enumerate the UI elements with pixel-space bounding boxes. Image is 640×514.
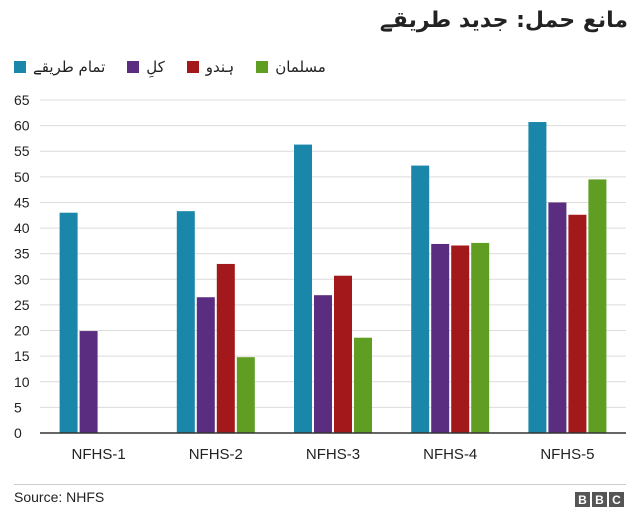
- y-tick-label: 65: [14, 92, 30, 108]
- y-tick-label: 5: [14, 399, 22, 415]
- bbc-logo-letter: B: [575, 492, 590, 507]
- y-tick-label: 30: [14, 271, 30, 287]
- y-tick-label: 35: [14, 246, 30, 262]
- y-tick-label: 55: [14, 143, 30, 159]
- bar: [548, 202, 567, 433]
- legend: تمام طریقے کلِ ہندو مسلمان: [14, 56, 348, 78]
- source-note: Source: NHFS: [14, 489, 105, 505]
- legend-item-total: کلِ: [127, 58, 165, 76]
- bar: [568, 214, 587, 433]
- bar: [176, 211, 195, 433]
- bar: [196, 297, 215, 433]
- x-tick-label: NFHS-5: [540, 446, 594, 463]
- footer-divider: [14, 484, 626, 485]
- bbc-logo-letter: B: [592, 492, 607, 507]
- legend-item-all-methods: تمام طریقے: [14, 58, 105, 76]
- legend-item-hindu: ہندو: [186, 58, 235, 76]
- y-tick-label: 45: [14, 194, 30, 210]
- x-tick-label: NFHS-3: [306, 446, 360, 463]
- y-tick-label: 40: [14, 220, 30, 236]
- y-tick-label: 50: [14, 169, 30, 185]
- bar: [59, 212, 78, 433]
- bar: [588, 179, 607, 433]
- x-tick-label: NFHS-4: [423, 446, 477, 463]
- bar: [528, 122, 547, 433]
- bar: [471, 242, 490, 433]
- bar: [334, 275, 352, 433]
- x-tick-label: NFHS-2: [189, 446, 243, 463]
- y-tick-label: 25: [14, 297, 30, 313]
- y-tick-label: 0: [14, 425, 22, 441]
- bar: [431, 243, 450, 433]
- y-tick-label: 60: [14, 118, 30, 134]
- bar: [79, 331, 98, 433]
- bar: [314, 295, 332, 433]
- y-tick-label: 15: [14, 348, 30, 364]
- bar: [236, 357, 255, 433]
- bar-chart: 0 5 10 15 20 25 30 35 40 45 50 55 60 65 NFHS-1 NFHS-2 NF…: [14, 92, 626, 463]
- bar: [294, 144, 312, 433]
- legend-label: ہندو: [205, 58, 235, 76]
- legend-label: کلِ: [146, 58, 165, 76]
- legend-swatch: [14, 61, 26, 73]
- bbc-logo-letter: C: [609, 492, 624, 507]
- bbc-logo: B B C: [573, 492, 624, 507]
- legend-swatch: [256, 61, 269, 73]
- legend-swatch: [186, 61, 199, 73]
- legend-item-muslim: مسلمان: [256, 58, 326, 76]
- y-tick-label: 20: [14, 323, 30, 339]
- legend-swatch: [127, 61, 140, 73]
- y-tick-label: 10: [14, 374, 30, 390]
- bar: [216, 263, 235, 433]
- chart-title: مانع حمل: جدید طریقے: [379, 8, 628, 33]
- x-tick-label: NFHS-1: [72, 446, 126, 463]
- legend-label: مسلمان: [275, 58, 326, 76]
- bar: [411, 165, 430, 433]
- legend-label: تمام طریقے: [33, 58, 106, 76]
- bar: [451, 245, 470, 433]
- bar: [354, 337, 372, 433]
